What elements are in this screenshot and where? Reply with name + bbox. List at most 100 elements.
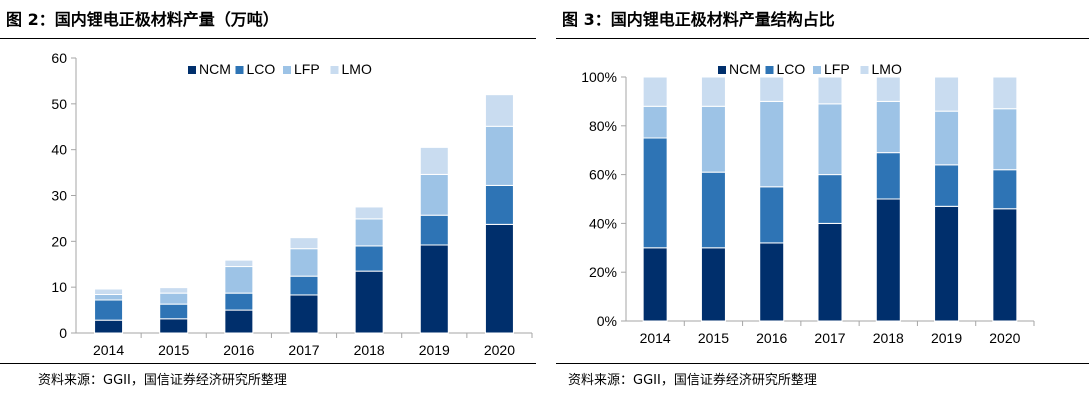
y-tick-label: 10 [51,279,67,295]
legend-label: LCO [247,61,276,77]
source-divider [0,363,536,364]
bar-segment-ncm [94,319,124,334]
y-tick-label: 50 [51,96,67,112]
share-bar-chart: 0% 20% 40% 60% 80% 100% 2014 2015 2016 2017 2018 20… [581,61,1035,346]
x-tick-label: 2020 [989,330,1020,346]
bar-segment-lfp [419,173,449,216]
bar-segment-lmo [354,206,384,220]
bar-segment-lfp [159,292,189,305]
legend-label: LFP [294,61,320,77]
chart-panel-production: 图 2：国内锂电正极材料产量（万吨） 0 10 20 30 40 50 60 2014 2015… [0,0,536,409]
x-tick-label: 2015 [698,330,729,346]
x-tick-label: 2020 [484,342,515,358]
bar-segment-lfp [934,110,960,166]
bar-segment-lmo [289,237,319,250]
bar-segment-lfp [700,105,726,173]
legend-label: LMO [872,61,902,77]
x-tick-label: 2016 [756,330,787,346]
bar-segment-lmo [642,76,668,107]
bar-segment-lmo [94,288,124,295]
bar-segment-lmo [159,287,189,294]
x-tick-label: 2017 [288,342,319,358]
bar-segment-lfp [817,103,843,176]
bar-segment-lfp [642,105,668,139]
bar-segment-lfp [354,218,384,247]
bar-segment-ncm [419,244,449,334]
bar-segment-ncm [354,270,384,334]
bar-segment-lco [934,164,960,207]
y-tick-label: 60 [51,50,67,66]
x-tick-label: 2014 [640,330,671,346]
y-tick-label: 80% [589,118,617,134]
x-tick-label: 2014 [93,342,124,358]
chart-title: 图 3：国内锂电正极材料产量结构占比 [562,10,835,29]
bar-segment-lfp [224,266,254,294]
y-tick-label: 30 [51,188,67,204]
bar-segment-lmo [934,76,960,112]
bar-segment-ncm [934,205,960,322]
bar-segment-lco [289,275,319,296]
bar-segment-ncm [875,198,901,322]
bar-segment-lfp [992,108,1018,171]
bar-segment-ncm [224,309,254,334]
bar-segment-lmo [419,146,449,175]
legend-label: LFP [824,61,850,77]
production-bar-chart: 0 10 20 30 40 50 60 2014 2015 2016 2017 2018 2019 202… [51,50,533,358]
y-tick-label: 100% [581,69,617,85]
bar-segment-lfp [484,125,514,186]
bar-segment-lmo [224,259,254,268]
legend-swatch-ncm [188,66,196,74]
y-tick-label: 0% [597,313,617,329]
legend-label: NCM [199,61,231,77]
bar-segment-lmo [875,76,901,102]
x-tick-label: 2019 [931,330,962,346]
x-tick-label: 2015 [158,342,189,358]
bar-segment-lco [817,174,843,224]
bar-segment-lfp [289,248,319,277]
bar-segment-lco [224,292,254,311]
bar-segment-lfp [759,100,785,188]
bar-segment-ncm [992,208,1018,322]
bar-segment-ncm [700,247,726,322]
bar-segment-lco [484,184,514,225]
bar-segment-lco [159,303,189,320]
legend-swatch-lco [765,66,774,74]
y-tick-label: 60% [589,167,617,183]
legend-label: NCM [729,61,761,77]
bar-segment-lmo [992,76,1018,110]
legend-label: LMO [342,61,372,77]
x-tick-label: 2016 [223,342,254,358]
bar-segment-lmo [700,76,726,107]
y-tick-label: 40% [589,215,617,231]
legend-swatch-lfp [283,66,291,74]
bar-segment-ncm [759,242,785,322]
bar-segment-lco [94,299,124,321]
bar-segment-ncm [484,223,514,334]
bar-segment-lco [419,214,449,246]
bar-segment-lco [642,137,668,249]
bar-segment-lco [992,169,1018,210]
legend-label: LCO [777,61,806,77]
legend-swatch-lmo [860,66,869,74]
legend-swatch-lco [235,66,244,74]
bar-segment-lco [759,186,785,244]
bar-segment-lmo [484,94,514,127]
y-tick-label: 20% [589,264,617,280]
source-note: 资料来源：GGII，国信证券经济研究所整理 [568,373,817,388]
x-tick-label: 2017 [814,330,845,346]
source-note: 资料来源：GGII，国信证券经济研究所整理 [38,373,287,388]
chart-title: 图 2：国内锂电正极材料产量（万吨） [6,10,279,29]
bar-segment-ncm [289,294,319,334]
chart-panel-share: 图 3：国内锂电正极材料产量结构占比 0% 20% 40% 60% 80% 100% 201… [556,0,1089,409]
y-tick-label: 0 [59,325,67,341]
legend-swatch-lfp [813,66,821,74]
bar-segment-lco [700,171,726,249]
bar-segment-ncm [642,247,668,322]
bar-segment-lmo [817,76,843,105]
bar-segment-lco [875,152,901,200]
x-tick-label: 2018 [873,330,904,346]
bar-segment-lfp [875,100,901,154]
bar-segment-ncm [817,222,843,322]
title-divider [0,38,536,39]
legend-swatch-ncm [718,66,726,74]
